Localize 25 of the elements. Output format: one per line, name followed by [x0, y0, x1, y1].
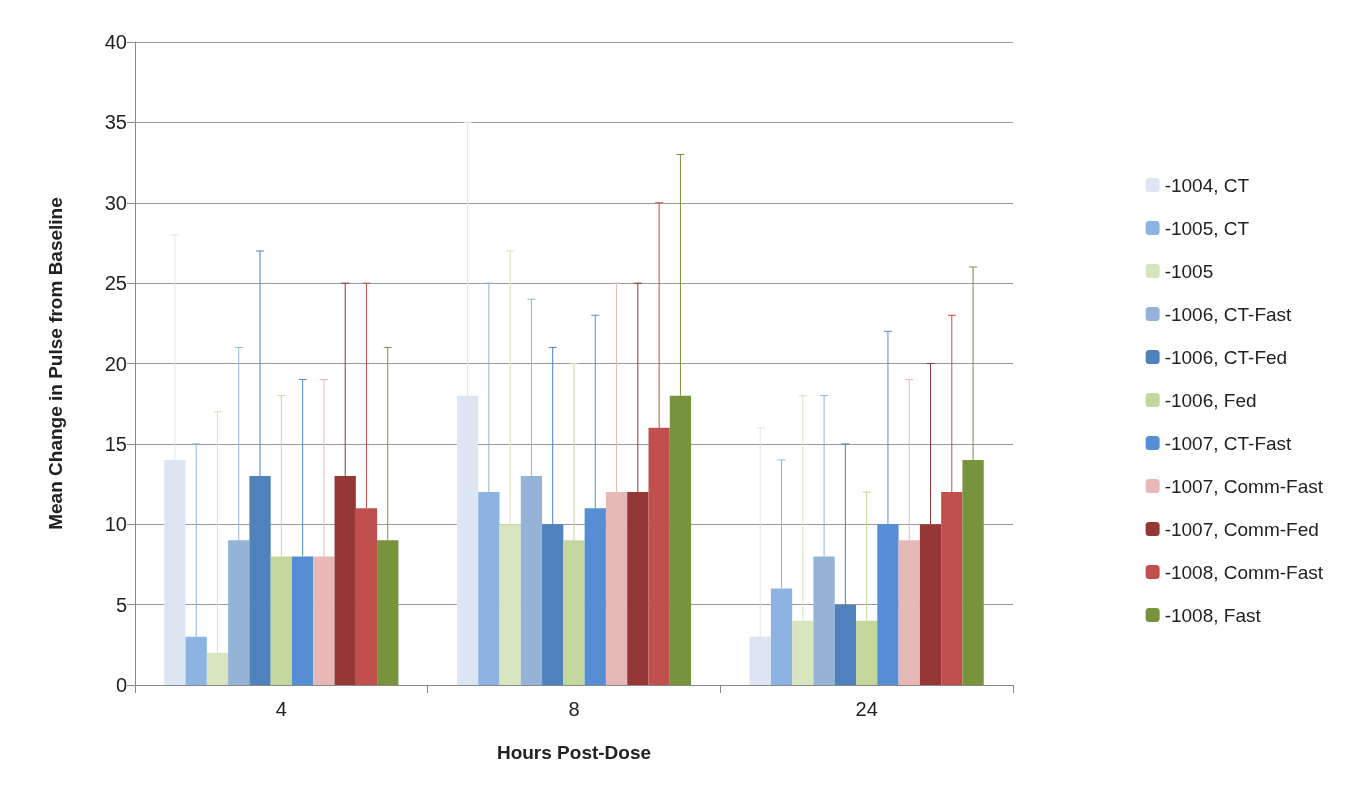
x-tick-label: 24 [855, 698, 878, 720]
legend-label: -1006, Fed [1164, 389, 1257, 411]
y-tick-label: 20 [104, 352, 127, 375]
y-tick-label: 40 [104, 31, 127, 53]
y-tick-label: 10 [104, 513, 127, 536]
y-tick-label: 25 [104, 272, 127, 295]
legend-label: -1006, CT-Fed [1164, 346, 1288, 368]
legend-label: -1007, Comm-Fed [1164, 518, 1319, 540]
y-tick-label: 35 [104, 111, 127, 134]
y-tick-label: 5 [115, 593, 127, 616]
x-axis-title: Hours Post-Dose [496, 742, 652, 763]
y-tick-label: 0 [115, 674, 127, 696]
y-axis-title: Mean Change in Pulse from Baseline [45, 197, 66, 530]
legend-label: -1004, CT [1164, 174, 1250, 196]
legend-label: -1007, CT-Fast [1164, 432, 1293, 454]
x-tick-label: 4 [275, 698, 287, 720]
legend-label: -1008, Fast [1164, 604, 1262, 626]
legend-label: -1006, CT-Fast [1164, 303, 1293, 325]
legend-label: -1008, Comm-Fast [1164, 561, 1324, 583]
legend-label: -1007, Comm-Fast [1164, 475, 1324, 497]
y-tick-label: 15 [104, 432, 127, 455]
legend-label: -1005, CT [1164, 217, 1250, 239]
x-tick-label: 8 [568, 698, 580, 720]
y-tick-label: 30 [104, 191, 127, 214]
legend-label: -1005 [1164, 260, 1214, 282]
